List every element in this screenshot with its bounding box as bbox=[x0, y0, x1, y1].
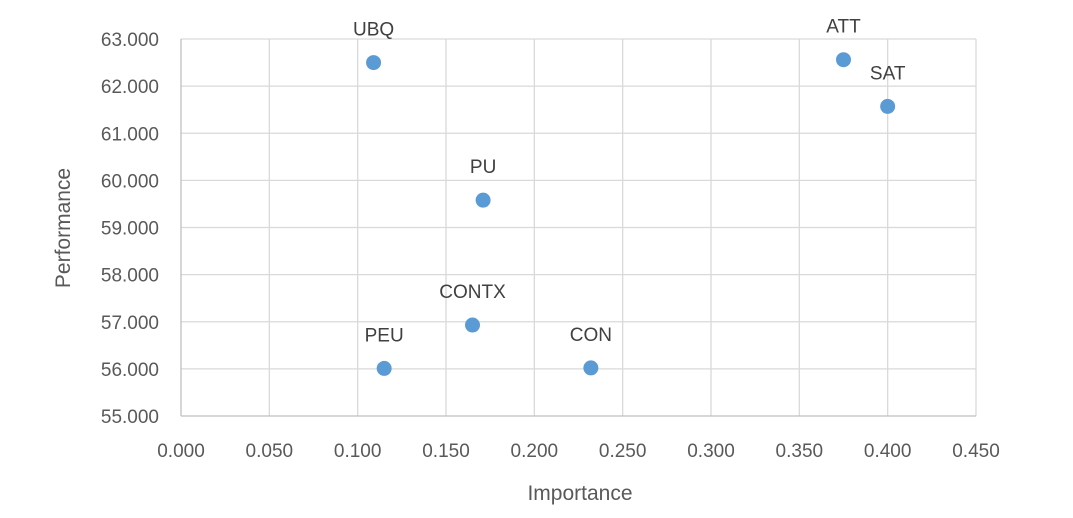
x-tick-label: 0.050 bbox=[246, 441, 294, 462]
data-point-sat bbox=[880, 98, 896, 114]
point-label-sat: SAT bbox=[870, 63, 906, 84]
x-tick-label: 0.100 bbox=[334, 441, 382, 462]
y-tick-label: 55.000 bbox=[101, 407, 159, 428]
x-tick-label: 0.150 bbox=[422, 441, 470, 462]
y-tick-label: 60.000 bbox=[101, 171, 159, 192]
y-tick-label: 61.000 bbox=[101, 124, 159, 145]
x-tick-label: 0.450 bbox=[952, 441, 1000, 462]
data-point-att bbox=[836, 52, 851, 68]
x-tick-label: 0.300 bbox=[687, 441, 735, 462]
point-label-pu: PU bbox=[470, 157, 496, 178]
x-tick-label: 0.350 bbox=[776, 441, 824, 462]
point-label-peu: PEU bbox=[365, 325, 404, 346]
point-labels: UBQ ATT SAT PU CONTX PEU CON bbox=[353, 17, 906, 347]
tick-labels: 55.000 56.000 57.000 58.000 59.000 60.000 61.0… bbox=[101, 30, 1000, 462]
y-tick-label: 57.000 bbox=[101, 313, 159, 334]
y-tick-label: 62.000 bbox=[101, 77, 159, 98]
x-tick-label: 0.400 bbox=[864, 441, 912, 462]
data-point-contx bbox=[465, 317, 480, 333]
point-label-att: ATT bbox=[826, 17, 861, 38]
y-tick-label: 63.000 bbox=[101, 30, 159, 51]
point-label-ubq: UBQ bbox=[353, 20, 394, 41]
y-axis-title: Performance bbox=[52, 168, 75, 288]
data-point-pu bbox=[475, 192, 491, 208]
x-tick-label: 0.250 bbox=[599, 441, 647, 462]
gridlines bbox=[181, 38, 977, 416]
data-point-con bbox=[583, 360, 599, 376]
point-label-contx: CONTX bbox=[439, 282, 506, 303]
x-tick-label: 0.000 bbox=[157, 441, 205, 462]
y-tick-label: 59.000 bbox=[101, 219, 159, 240]
y-tick-label: 56.000 bbox=[101, 360, 159, 381]
x-axis-title: Importance bbox=[527, 482, 632, 505]
x-tick-label: 0.200 bbox=[511, 441, 559, 462]
y-tick-label: 58.000 bbox=[101, 266, 159, 287]
point-label-con: CON bbox=[570, 325, 612, 346]
data-points bbox=[366, 52, 896, 376]
data-point-ubq bbox=[366, 55, 382, 71]
data-point-peu bbox=[376, 360, 392, 376]
axes bbox=[180, 39, 976, 417]
